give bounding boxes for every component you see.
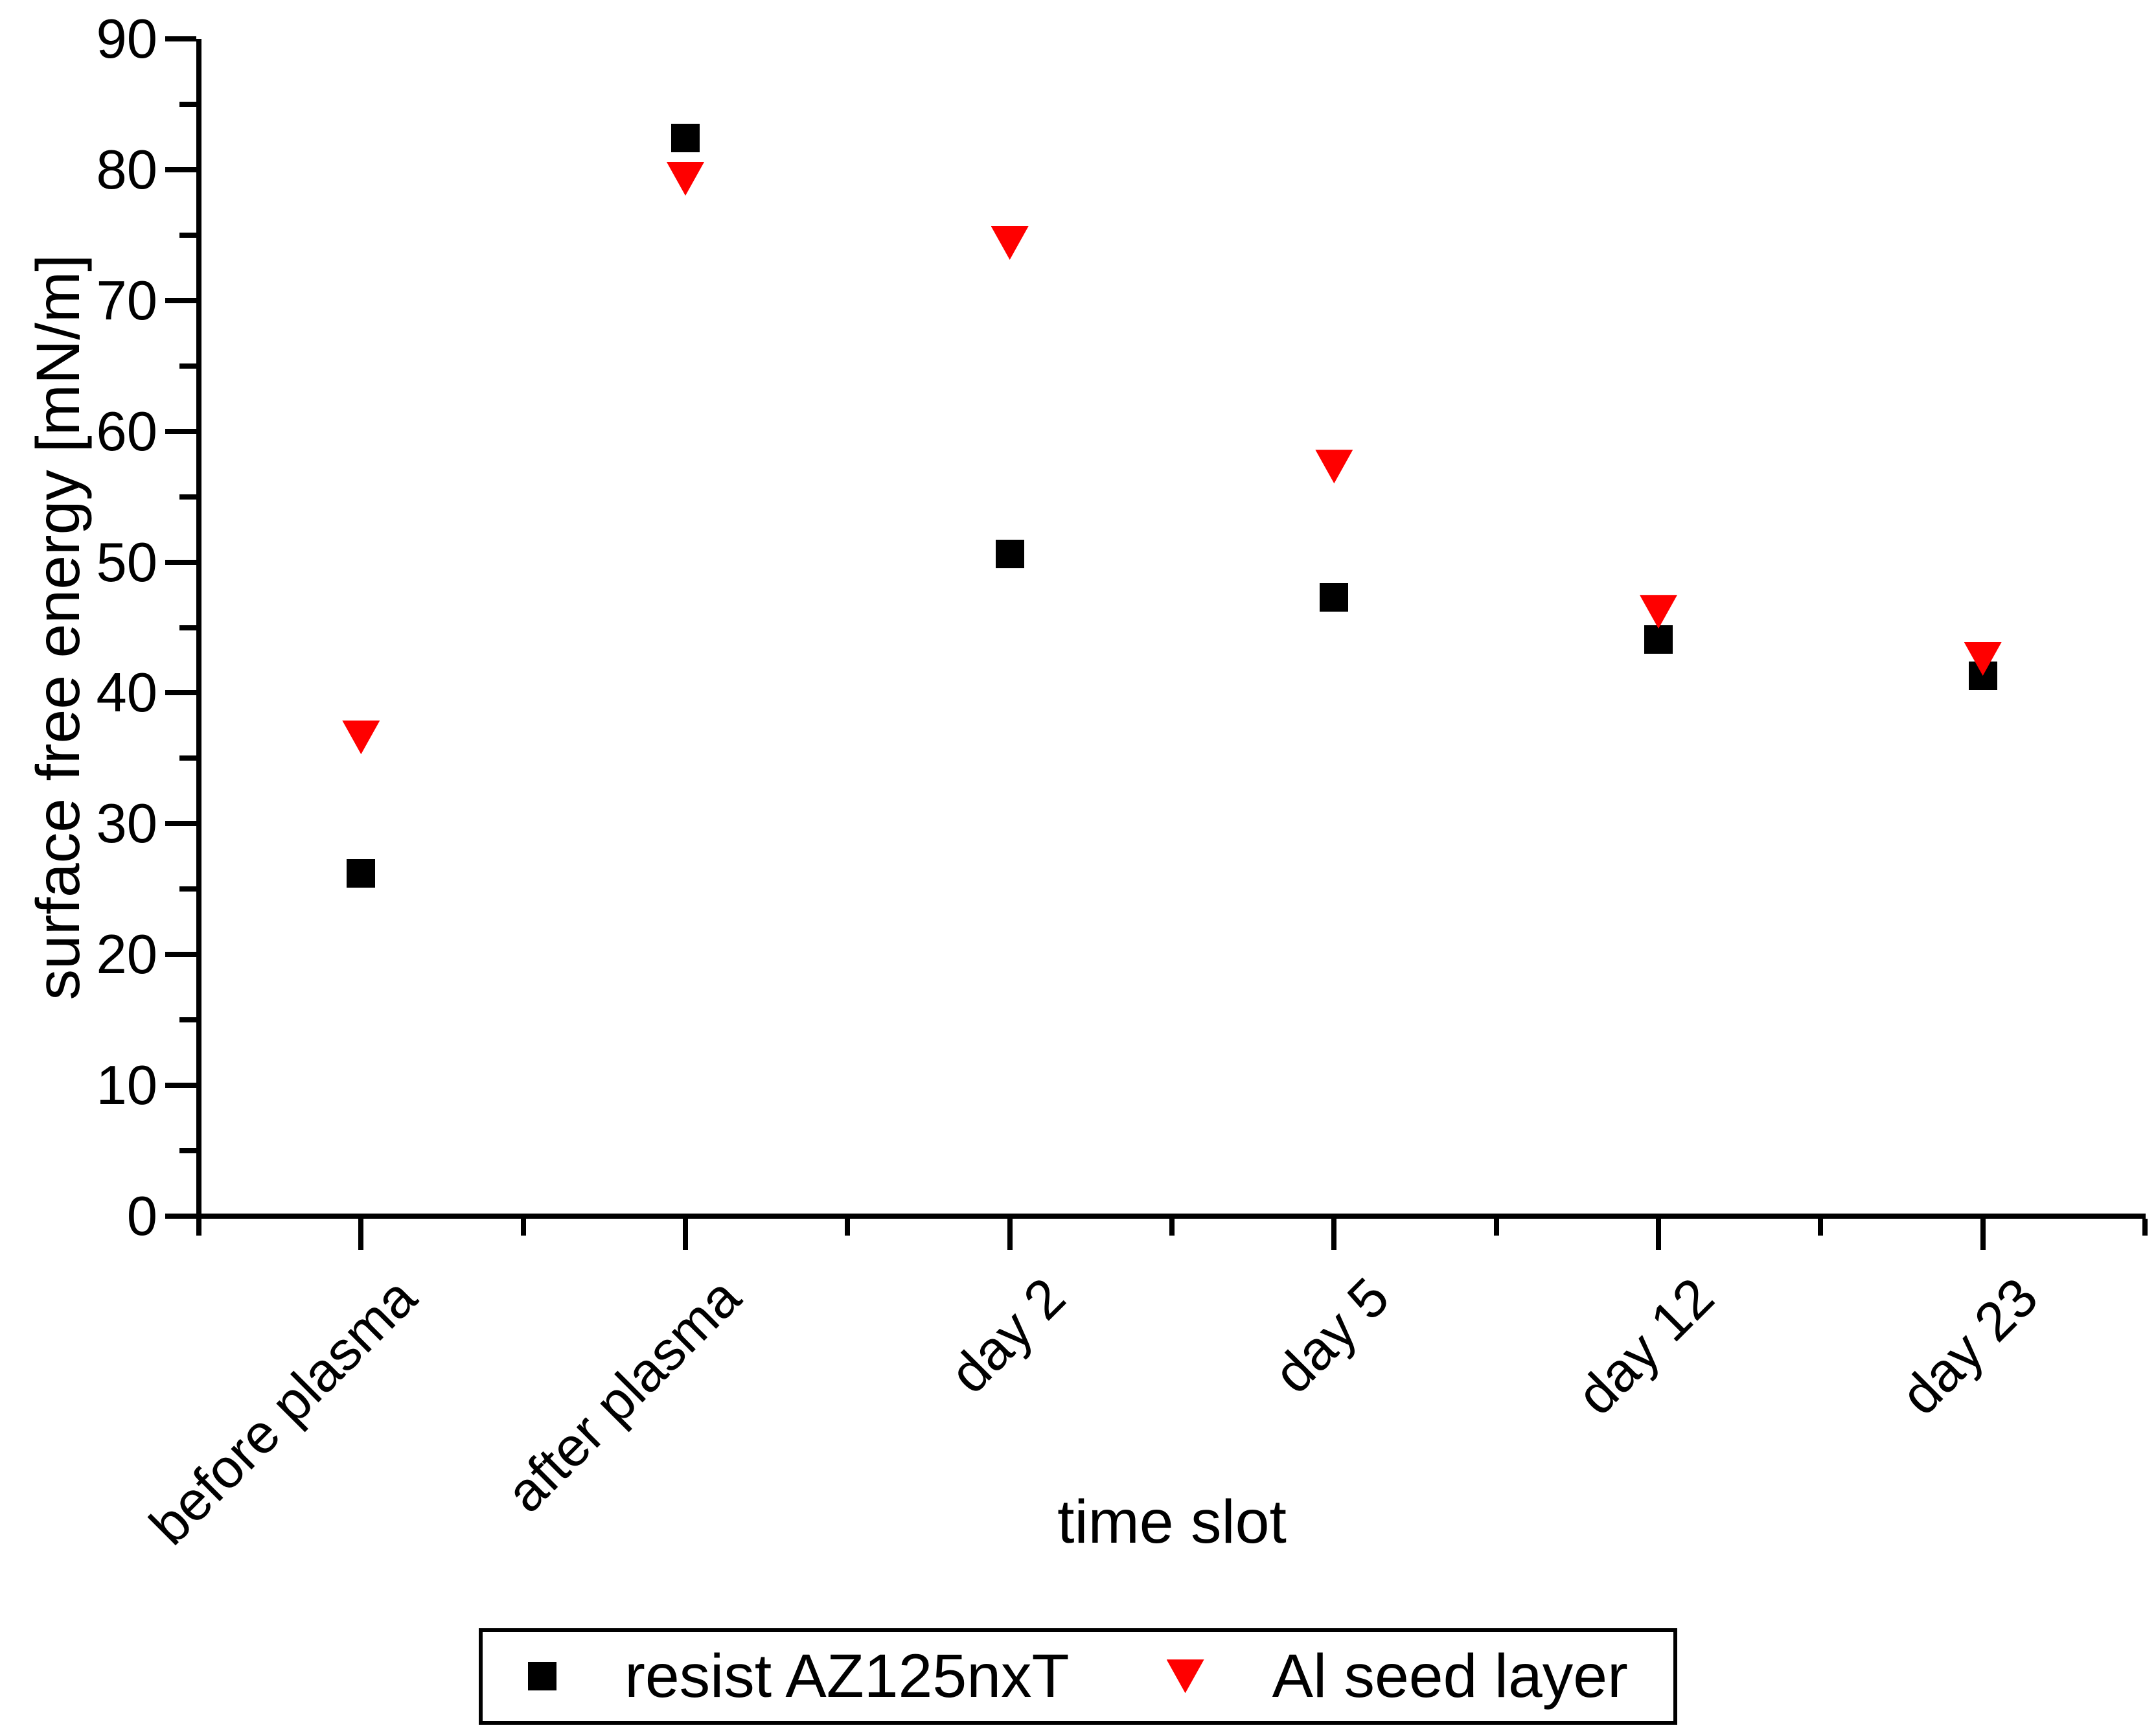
y-axis-tick-label: 50 [96, 531, 157, 593]
y-axis-tick-label: 70 [96, 270, 157, 332]
y-axis-tick-label: 40 [96, 662, 157, 724]
x-axis-tick-label: day 2 [938, 1266, 1077, 1405]
x-axis-major-tick [1980, 1219, 1986, 1250]
x-axis-minor-tick [196, 1219, 201, 1236]
y-axis-major-tick [165, 559, 196, 565]
y-axis-minor-tick [179, 886, 196, 892]
data-point-triangle-down [667, 162, 704, 196]
y-axis-tick-label: 0 [126, 1186, 157, 1247]
y-axis-major-tick [165, 297, 196, 303]
y-axis-minor-tick [179, 1017, 196, 1023]
legend-item-al-seed: Al seed layer [1166, 1642, 1628, 1711]
y-axis-major-tick [165, 428, 196, 434]
y-axis-tick-label: 60 [96, 400, 157, 463]
y-axis-major-tick [165, 167, 196, 172]
x-axis-minor-tick [845, 1219, 851, 1236]
x-axis-minor-tick [1818, 1219, 1824, 1236]
y-axis-minor-tick [179, 494, 196, 500]
x-axis-minor-tick [1493, 1219, 1499, 1236]
data-point-triangle-down [1315, 450, 1353, 484]
y-axis-major-tick [165, 36, 196, 41]
y-axis-title: surface free energy [mN/m] [24, 254, 93, 1000]
y-axis-major-tick [165, 821, 196, 827]
x-axis-major-tick [1007, 1219, 1013, 1250]
x-axis-tick-label: after plasma [494, 1266, 753, 1525]
data-point-square [1320, 583, 1349, 612]
square-marker-icon [528, 1662, 557, 1691]
data-point-triangle-down [342, 720, 380, 755]
data-point-square [1644, 625, 1673, 654]
y-axis-major-tick [165, 952, 196, 958]
x-axis-major-tick [683, 1219, 688, 1250]
x-axis-line [196, 1214, 2146, 1219]
x-axis-tick-label: day 12 [1565, 1266, 1726, 1427]
x-axis-title: time slot [1057, 1488, 1287, 1556]
y-axis-major-tick [165, 690, 196, 696]
x-axis-major-tick [358, 1219, 364, 1250]
x-axis-major-tick [1656, 1219, 1661, 1250]
y-axis-minor-tick [179, 625, 196, 630]
data-point-triangle-down [991, 225, 1029, 260]
triangle-down-marker-icon [1166, 1659, 1204, 1694]
legend-box: resist AZ125nxT Al seed layer [479, 1628, 1677, 1725]
y-axis-minor-tick [179, 363, 196, 369]
legend-label-resist: resist AZ125nxT [625, 1642, 1070, 1711]
y-axis-tick-label: 30 [96, 793, 157, 855]
x-axis-minor-tick [520, 1219, 526, 1236]
y-axis-minor-tick [179, 101, 196, 107]
legend-item-resist: resist AZ125nxT [528, 1642, 1070, 1711]
legend-label-al-seed: Al seed layer [1272, 1642, 1628, 1711]
y-axis-minor-tick [179, 232, 196, 238]
x-axis-minor-tick [2142, 1219, 2148, 1236]
y-axis-tick-label: 90 [96, 8, 157, 70]
y-axis-line [196, 39, 201, 1219]
y-axis-major-tick [165, 1083, 196, 1089]
x-axis-tick-label: day 23 [1889, 1266, 2050, 1427]
y-axis-tick-label: 20 [96, 924, 157, 986]
x-axis-tick-label: day 5 [1262, 1266, 1401, 1405]
data-point-triangle-down [1640, 595, 1677, 629]
y-axis-major-tick [165, 1214, 196, 1219]
x-axis-major-tick [1331, 1219, 1337, 1250]
y-axis-tick-label: 80 [96, 139, 157, 201]
y-axis-minor-tick [179, 1148, 196, 1154]
data-point-square [995, 540, 1024, 569]
data-point-square [671, 124, 700, 153]
x-axis-minor-tick [1169, 1219, 1175, 1236]
data-point-square [347, 859, 376, 888]
y-axis-minor-tick [179, 755, 196, 761]
legend: resist AZ125nxT Al seed layer [0, 1628, 2156, 1725]
y-axis-tick-label: 10 [96, 1055, 157, 1117]
